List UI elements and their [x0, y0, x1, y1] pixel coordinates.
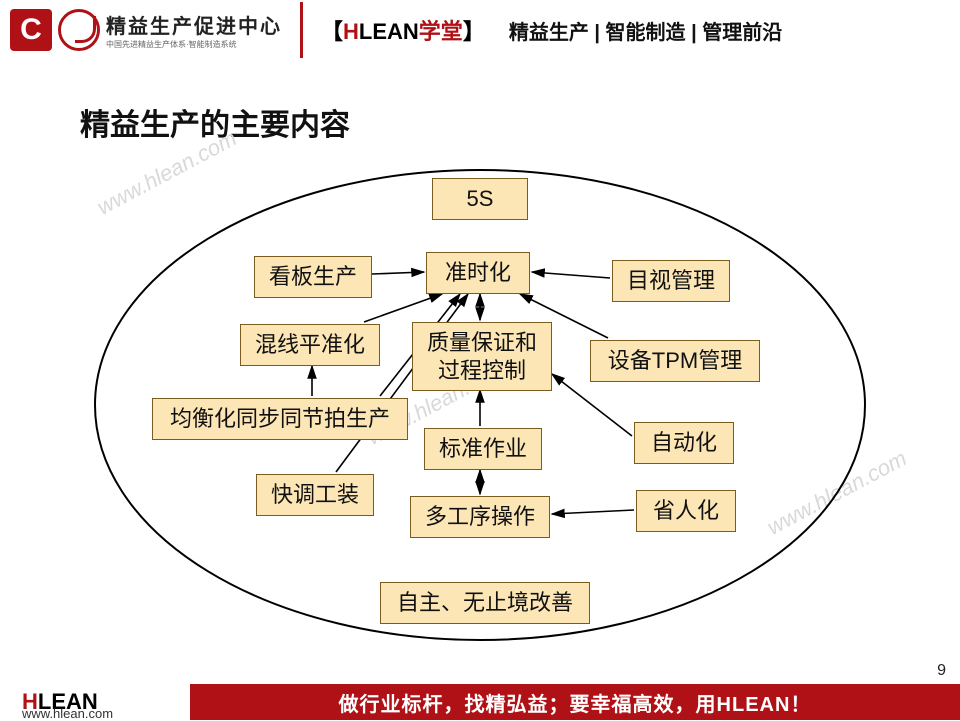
node-n5s: 5S	[432, 178, 528, 220]
node-mix: 混线平准化	[240, 324, 380, 366]
page-number: 9	[937, 662, 946, 680]
header-divider	[300, 2, 303, 58]
header-brand: 【HLEAN学堂】	[321, 14, 485, 46]
node-qc: 质量保证和 过程控制	[412, 322, 552, 391]
node-bal: 均衡化同步同节拍生产	[152, 398, 408, 440]
logo-text: 精益生产促进中心 中国先进精益生产体系·智能制造系统	[106, 10, 282, 50]
logo-c-icon: C	[10, 9, 52, 51]
node-visual: 目视管理	[612, 260, 730, 302]
node-multi: 多工序操作	[410, 496, 550, 538]
node-tpm: 设备TPM管理	[590, 340, 760, 382]
brand-cn: 学堂	[419, 19, 463, 44]
brand-open: 【	[321, 19, 343, 44]
header-tagline: 精益生产 | 智能制造 | 管理前沿	[509, 16, 782, 45]
lean-diagram: 5S 看板生产 准时化 目视管理混线平准化质量保证和 过程控制设备TPM管理均衡化同步…	[80, 150, 880, 650]
node-kanban: 看板生产	[254, 256, 372, 298]
footer-slogan: 做行业标杆，找精弘益；要幸福高效，用HLEAN！	[190, 684, 960, 720]
brand-rest: LEAN	[359, 19, 419, 44]
footer-url: www.hlean.com	[22, 706, 113, 721]
logo-area: C 精益生产促进中心 中国先进精益生产体系·智能制造系统	[0, 9, 282, 51]
brand-close: 】	[463, 19, 485, 44]
page-title: 精益生产的主要内容	[80, 100, 350, 144]
header: C 精益生产促进中心 中国先进精益生产体系·智能制造系统 【HLEAN学堂】 精…	[0, 0, 960, 60]
node-auto: 自动化	[634, 422, 734, 464]
node-less: 省人化	[636, 490, 736, 532]
logo-subtitle: 中国先进精益生产体系·智能制造系统	[106, 39, 282, 50]
node-kaizen: 自主、无止境改善	[380, 582, 590, 624]
logo-title: 精益生产促进中心	[106, 10, 282, 39]
node-quick: 快调工装	[256, 474, 374, 516]
footer: HLEAN 做行业标杆，找精弘益；要幸福高效，用HLEAN！ www.hlean…	[0, 684, 960, 720]
node-std: 标准作业	[424, 428, 542, 470]
logo-swirl-icon	[58, 9, 100, 51]
brand-h: H	[343, 19, 359, 44]
node-jit: 准时化	[426, 252, 530, 294]
